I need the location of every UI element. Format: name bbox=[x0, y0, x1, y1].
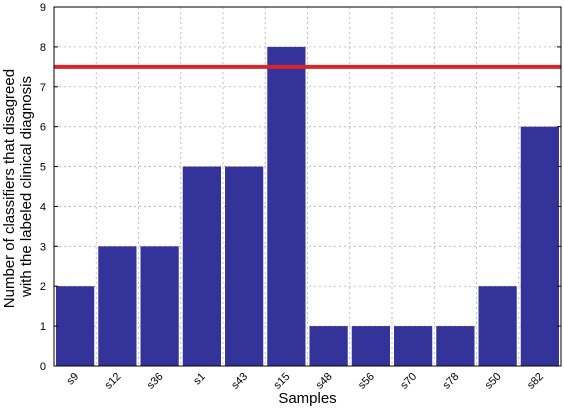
x-tick-label-s82: s82 bbox=[525, 371, 546, 392]
x-tick-label-s56: s56 bbox=[356, 371, 377, 392]
bars-layer bbox=[56, 46, 559, 367]
y-tick-label-8: 8 bbox=[40, 42, 46, 54]
y-axis-title: Number of classifiers that disagreed wit… bbox=[1, 65, 35, 308]
y-tick-label-1: 1 bbox=[40, 321, 46, 333]
y-tick-label-6: 6 bbox=[40, 122, 46, 134]
bar-s36 bbox=[140, 246, 179, 366]
x-tick-label-s50: s50 bbox=[483, 371, 504, 392]
bar-s15 bbox=[267, 46, 306, 367]
y-tick-label-3: 3 bbox=[40, 241, 46, 253]
x-tick-label-s70: s70 bbox=[398, 371, 419, 392]
bar-s12 bbox=[98, 246, 137, 366]
bar-s78 bbox=[436, 326, 475, 366]
x-axis-title: Samples bbox=[278, 390, 336, 407]
x-tick-label-s48: s48 bbox=[314, 371, 335, 392]
bar-s70 bbox=[394, 326, 433, 366]
y-tick-label-0: 0 bbox=[40, 361, 46, 373]
y-tick-label-5: 5 bbox=[40, 162, 46, 174]
bar-s1 bbox=[182, 166, 221, 366]
bar-s9 bbox=[56, 286, 95, 366]
bar-s56 bbox=[351, 326, 390, 366]
y-axis-title-line-1: Number of classifiers that disagreed bbox=[1, 69, 18, 308]
y-tick-label-7: 7 bbox=[40, 82, 46, 94]
x-tick-label-s43: s43 bbox=[229, 371, 250, 392]
y-tick-label-9: 9 bbox=[40, 2, 46, 14]
y-axis-title-line-2: with the labeled clinical diagnosis bbox=[18, 76, 35, 298]
x-tick-label-s15: s15 bbox=[271, 371, 292, 392]
y-tick-label-4: 4 bbox=[40, 201, 46, 213]
bar-s43 bbox=[225, 166, 264, 366]
x-axis: s9 s12 s36 s1 s43 s15 s48 s56 s70 s78 s50 s82 bbox=[65, 371, 546, 392]
y-axis: 0 1 2 3 4 5 6 7 8 9 bbox=[40, 2, 561, 373]
bar-s82 bbox=[520, 126, 559, 367]
x-tick-label-s1: s1 bbox=[191, 371, 208, 388]
bar-s50 bbox=[478, 286, 517, 366]
x-tick-label-s9: s9 bbox=[65, 371, 82, 388]
bar-s48 bbox=[309, 326, 348, 366]
x-tick-label-s12: s12 bbox=[102, 371, 123, 392]
x-tick-label-s36: s36 bbox=[145, 371, 166, 392]
plot-frame bbox=[53, 6, 562, 367]
x-tick-label-s78: s78 bbox=[440, 371, 461, 392]
y-tick-label-2: 2 bbox=[40, 281, 46, 293]
